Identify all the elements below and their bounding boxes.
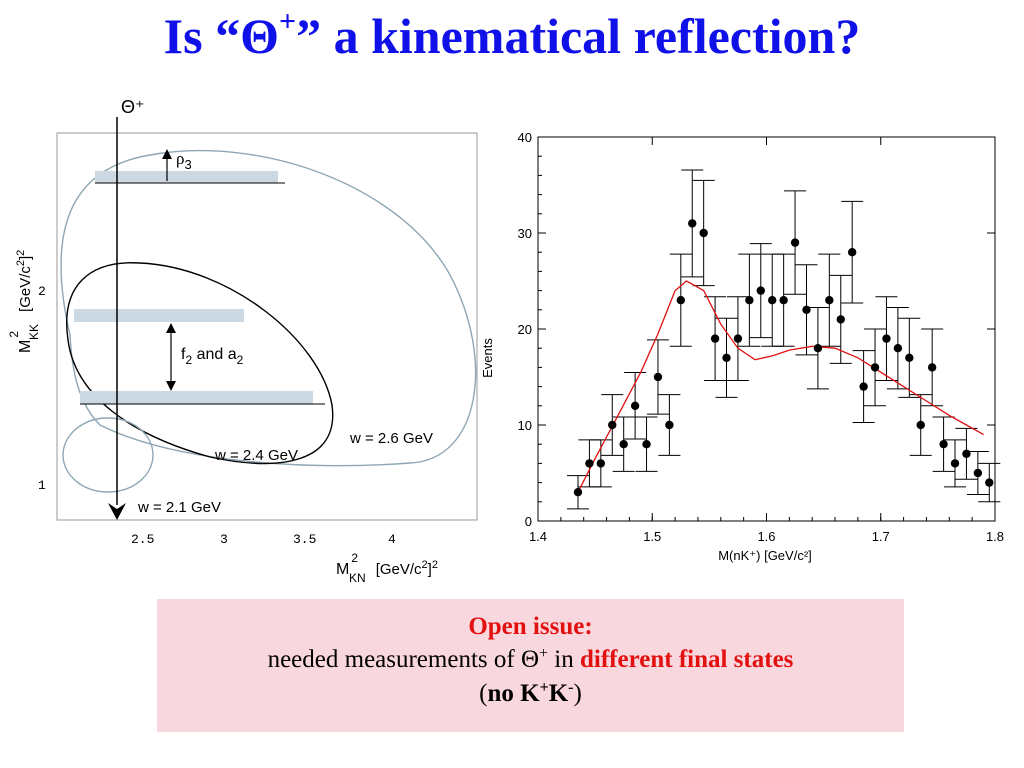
y-tick-label: 0 bbox=[525, 514, 532, 529]
data-point bbox=[825, 296, 834, 305]
chart-ylabel: Events bbox=[480, 338, 495, 378]
title-text: Is “Θ bbox=[163, 8, 279, 64]
data-point bbox=[699, 228, 708, 238]
contour-w-2.1 bbox=[62, 417, 154, 493]
theta-arrow-icon bbox=[108, 503, 126, 520]
data-point bbox=[927, 363, 937, 372]
data-point bbox=[619, 440, 628, 449]
callout-text: in bbox=[548, 646, 580, 673]
dalitz-x-tick: 2.5 bbox=[131, 532, 154, 547]
dalitz-x-tick: 4 bbox=[388, 532, 396, 547]
slide-title: Is “Θ+” a kinematical reflection? bbox=[0, 6, 1024, 66]
w-label-2.6: w = 2.6 GeV bbox=[349, 430, 433, 447]
dalitz-plot: Θ⁺ ρ3 f2 and a2 w = 2.6 GeV w = 2.4 GeV … bbox=[7, 97, 478, 585]
f2-band bbox=[74, 309, 244, 322]
contour-w-2.6 bbox=[60, 149, 477, 467]
events-chart: 1.4 1.5 1.6 1.7 1.8 0 10 20 30 40 Events M(nK⁺) [… bbox=[480, 130, 1005, 563]
data-point bbox=[779, 296, 788, 305]
data-point bbox=[665, 420, 674, 430]
chart-error-bars bbox=[566, 169, 1001, 510]
data-point bbox=[905, 353, 914, 362]
w-label-2.1: w = 2.1 GeV bbox=[137, 499, 221, 516]
data-point bbox=[573, 488, 583, 497]
data-point bbox=[768, 296, 777, 305]
dalitz-ylabel: M2 KK[GeV/c2]2 bbox=[7, 250, 41, 353]
callout-text: ) bbox=[573, 680, 582, 707]
data-point bbox=[756, 286, 765, 295]
dalitz-x-tick: 3 bbox=[220, 532, 228, 547]
callout-bold: no K bbox=[487, 680, 540, 707]
data-point bbox=[859, 382, 868, 391]
dalitz-xlabel: M2 KN [GeV/c2]2 bbox=[336, 551, 438, 585]
callout-bold: K bbox=[548, 680, 569, 707]
data-point bbox=[939, 440, 948, 449]
callout-line-2: needed measurements of Θ+ in different f… bbox=[157, 643, 904, 677]
data-point bbox=[813, 344, 823, 353]
rho3-label: ρ3 bbox=[176, 149, 192, 172]
callout-text: needed measurements of Θ bbox=[267, 646, 540, 673]
callout-highlight: different final states bbox=[580, 646, 794, 673]
data-point bbox=[733, 334, 743, 343]
open-issue-callout: Open issue: needed measurements of Θ+ in… bbox=[157, 599, 904, 732]
data-point bbox=[676, 296, 686, 305]
chart-points bbox=[573, 219, 994, 497]
x-tick-label: 1.5 bbox=[643, 529, 661, 544]
fit-curve bbox=[577, 280, 984, 493]
dalitz-frame bbox=[56, 132, 478, 521]
dalitz-x-tick: 3.5 bbox=[293, 532, 316, 547]
callout-sup: + bbox=[539, 679, 549, 696]
f2-a2-arrow-down-icon bbox=[166, 381, 176, 391]
data-point bbox=[585, 459, 594, 468]
x-tick-label: 1.4 bbox=[529, 529, 547, 544]
title-superscript: + bbox=[278, 5, 297, 38]
x-tick-label: 1.7 bbox=[872, 529, 890, 544]
title-text-end: ” a kinematical reflection? bbox=[296, 8, 861, 64]
y-tick-label: 20 bbox=[518, 322, 532, 337]
callout-heading: Open issue: bbox=[468, 613, 593, 640]
dalitz-y-tick: 2 bbox=[38, 284, 46, 299]
data-point bbox=[790, 238, 800, 247]
y-tick-label: 40 bbox=[518, 130, 532, 145]
f2-a2-label: f2 and a2 bbox=[181, 346, 244, 367]
a2-band bbox=[80, 391, 313, 404]
rho3-band bbox=[95, 171, 278, 183]
f2-a2-arrow-up-icon bbox=[166, 323, 176, 333]
data-point bbox=[722, 353, 731, 362]
y-tick-label: 30 bbox=[518, 226, 532, 241]
data-point bbox=[870, 363, 880, 372]
data-point bbox=[836, 315, 845, 324]
chart-axes: 1.4 1.5 1.6 1.7 1.8 0 10 20 30 40 bbox=[518, 130, 1005, 544]
theta-label: Θ⁺ bbox=[121, 97, 145, 117]
data-point bbox=[710, 334, 720, 343]
callout-sup: - bbox=[568, 679, 574, 696]
data-point bbox=[642, 440, 651, 449]
data-point bbox=[688, 219, 697, 228]
data-point bbox=[802, 305, 811, 314]
data-point bbox=[653, 372, 663, 382]
data-point bbox=[630, 401, 640, 410]
callout-text: ( bbox=[479, 680, 488, 707]
chart-xlabel: M(nK⁺) [GeV/c²] bbox=[718, 548, 812, 563]
x-tick-label: 1.6 bbox=[757, 529, 775, 544]
y-tick-label: 10 bbox=[518, 418, 532, 433]
rho3-arrow-head-icon bbox=[162, 149, 172, 159]
data-point bbox=[962, 449, 971, 458]
x-tick-label: 1.8 bbox=[986, 529, 1004, 544]
callout-line-3: (no K+K-) bbox=[157, 677, 904, 711]
data-point bbox=[973, 468, 983, 478]
dalitz-y-tick: 1 bbox=[38, 478, 46, 493]
data-point bbox=[985, 478, 994, 487]
data-point bbox=[745, 296, 754, 305]
data-point bbox=[596, 459, 606, 468]
callout-sup: + bbox=[539, 645, 549, 662]
data-point bbox=[916, 420, 925, 430]
data-point bbox=[847, 248, 857, 257]
data-point bbox=[893, 344, 903, 353]
w-label-2.4: w = 2.4 GeV bbox=[214, 447, 298, 464]
data-point bbox=[950, 459, 960, 468]
data-point bbox=[882, 334, 891, 343]
data-point bbox=[608, 420, 617, 430]
